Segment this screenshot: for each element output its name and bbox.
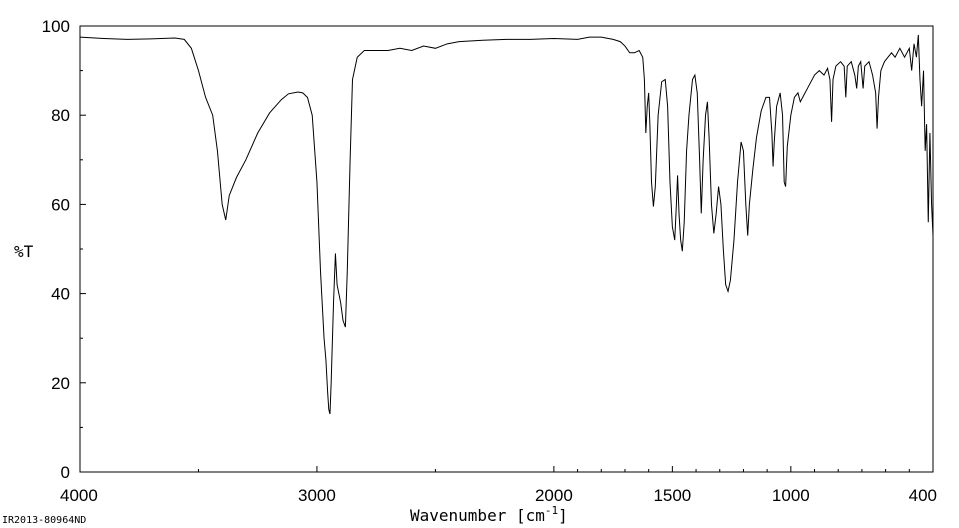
spectrum-line: [79, 34, 934, 415]
y-axis-title: %T: [14, 242, 34, 261]
y-tick-label-0: 0: [61, 463, 70, 482]
x-tick-label-400: 400: [909, 486, 937, 505]
y-tick-label-60: 60: [51, 195, 70, 214]
x-axis-ticks: 4000 3000 2000 1500 1000 400: [60, 466, 937, 505]
x-axis-title-sup: -1: [545, 504, 558, 517]
y-tick-label-40: 40: [51, 285, 70, 304]
y-tick-label-20: 20: [51, 374, 70, 393]
x-tick-label-4000: 4000: [60, 486, 98, 505]
y-tick-label-100: 100: [42, 17, 70, 36]
x-tick-label-3000: 3000: [298, 486, 336, 505]
y-axis-ticks: 0 20 40 60 80 100: [42, 17, 86, 482]
x-tick-label-1500: 1500: [653, 486, 691, 505]
x-tick-label-1000: 1000: [772, 486, 810, 505]
x-axis-title: Wavenumber [cm-1]: [410, 504, 568, 525]
x-axis-title-suffix: ]: [558, 506, 568, 525]
x-axis-title-main: Wavenumber [cm: [410, 506, 545, 525]
x-tick-label-2000: 2000: [535, 486, 573, 505]
y-tick-label-80: 80: [51, 106, 70, 125]
footer-id: IR2013-80964ND: [2, 515, 86, 526]
